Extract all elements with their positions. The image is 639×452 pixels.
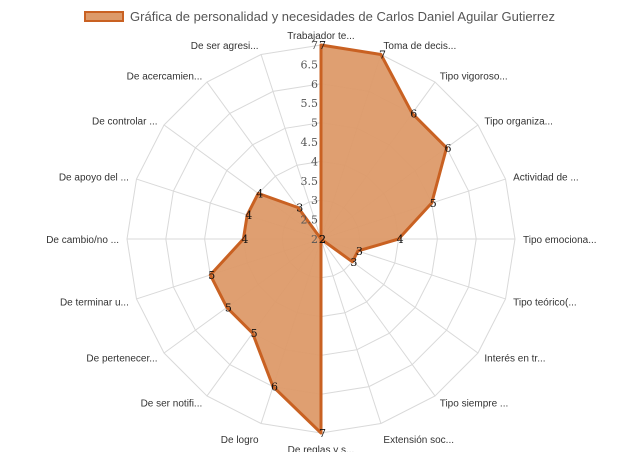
category-label: Tipo organiza... bbox=[484, 116, 553, 127]
data-label: 4 bbox=[256, 187, 263, 200]
spoke bbox=[260, 54, 322, 240]
data-label: 7 bbox=[379, 48, 386, 61]
category-label: Tipo teórico(... bbox=[513, 297, 577, 308]
data-label: 2 bbox=[319, 233, 326, 246]
data-label: 5 bbox=[251, 327, 258, 340]
data-label: 2 bbox=[319, 233, 326, 246]
spoke bbox=[320, 238, 436, 397]
category-label: Actividad de ... bbox=[513, 173, 579, 184]
tick-label: 6 bbox=[311, 78, 318, 91]
category-label: De controlar ... bbox=[92, 116, 158, 127]
category-label: Tipo vigoroso... bbox=[440, 72, 508, 83]
tick-label: 3 bbox=[311, 194, 318, 207]
category-label: De reglas y s... bbox=[288, 445, 355, 452]
category-label: De terminar u... bbox=[60, 297, 129, 308]
data-label: 3 bbox=[350, 256, 357, 269]
data-label: 2 bbox=[319, 233, 326, 246]
data-label: 7 bbox=[319, 39, 326, 52]
legend[interactable]: Gráfica de personalidad y necesidades de… bbox=[0, 6, 639, 26]
tick-label: 3.5 bbox=[301, 175, 319, 188]
category-label: Tipo siempre ... bbox=[440, 398, 509, 409]
data-label: 6 bbox=[410, 107, 417, 120]
tick-label: 5 bbox=[311, 117, 318, 130]
data-label: 6 bbox=[445, 142, 452, 155]
series-polygon[interactable] bbox=[208, 43, 449, 435]
data-label: 3 bbox=[356, 245, 363, 258]
category-label: De pertenecer... bbox=[86, 354, 157, 365]
tick-label: 4 bbox=[311, 155, 318, 168]
category-label: Tipo emociona... bbox=[523, 235, 597, 246]
tick-label: 2 bbox=[311, 233, 318, 246]
category-label: De ser agresi... bbox=[191, 41, 259, 52]
data-label: 5 bbox=[225, 301, 232, 314]
tick-label: 5.5 bbox=[301, 97, 319, 110]
data-label: 5 bbox=[208, 269, 215, 282]
data-label: 7 bbox=[319, 427, 326, 440]
tick-label: 2.5 bbox=[301, 214, 319, 227]
category-label: Toma de decis... bbox=[383, 41, 456, 52]
data-label: 4 bbox=[245, 209, 252, 222]
category-label: De apoyo del ... bbox=[59, 173, 129, 184]
category-label: Trabajador te... bbox=[287, 31, 354, 42]
tick-label: 7 bbox=[311, 39, 318, 52]
legend-swatch bbox=[84, 10, 125, 22]
data-label: 4 bbox=[241, 233, 248, 246]
category-label: Interés en tr... bbox=[484, 354, 545, 365]
data-label: 5 bbox=[430, 197, 437, 210]
axis-labels: Trabajador te... Toma de decis... Tipo vig… bbox=[46, 31, 596, 452]
radial-ticks: 2 2.5 3 3.5 4 4.5 5 5.5 6 6.5 7 bbox=[301, 39, 319, 246]
category-label: De logro bbox=[221, 435, 259, 446]
category-label: De acercamien... bbox=[127, 72, 203, 83]
tick-label: 4.5 bbox=[301, 136, 319, 149]
spoke bbox=[320, 238, 382, 424]
tick-label: 6.5 bbox=[301, 58, 319, 71]
category-label: De ser notifi... bbox=[141, 398, 203, 409]
category-label: De cambio/no ... bbox=[46, 235, 119, 246]
legend-label: Gráfica de personalidad y necesidades de… bbox=[130, 8, 555, 24]
data-label: 3 bbox=[296, 202, 303, 215]
data-label: 6 bbox=[271, 381, 278, 394]
series-area bbox=[208, 43, 449, 435]
category-label: Extensión soc... bbox=[383, 435, 454, 446]
data-label: 4 bbox=[397, 233, 404, 246]
